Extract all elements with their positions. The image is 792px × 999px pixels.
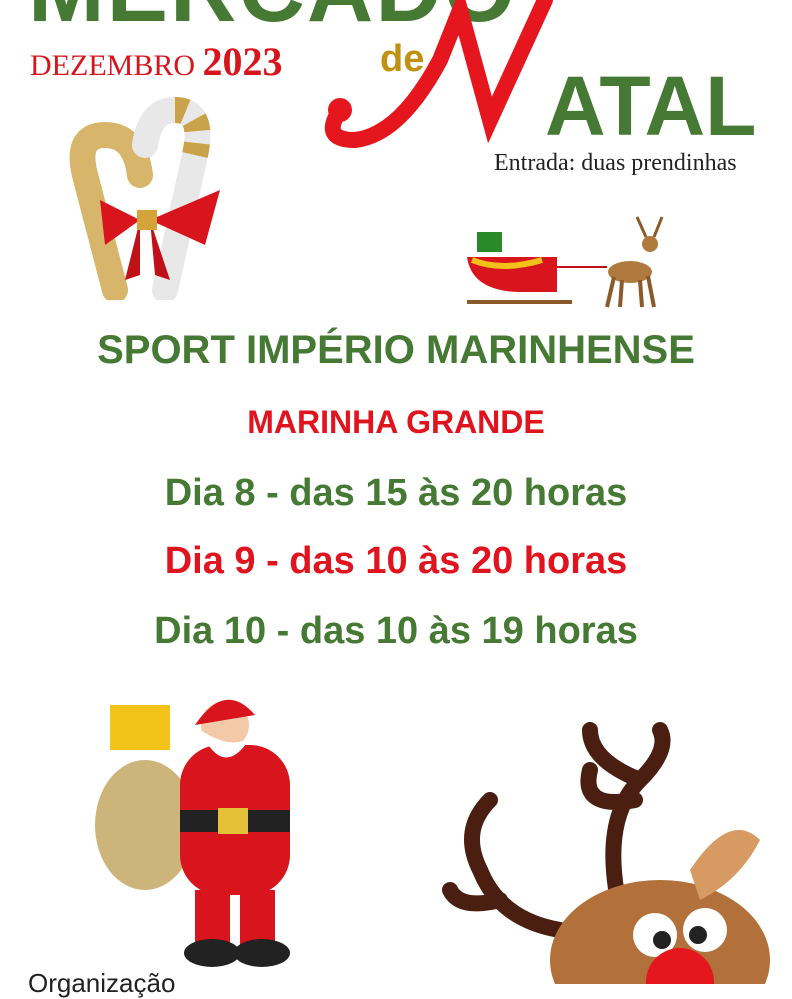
- script-n-icon: [324, 0, 553, 149]
- title-de: de: [380, 38, 425, 80]
- schedule-day-10: Dia 10 - das 10 às 19 horas: [154, 610, 638, 652]
- event-month: DEZEMBRO 2023: [30, 38, 283, 85]
- schedule-day-9: Dia 9 - das 10 às 20 horas: [164, 540, 628, 582]
- candy-cane-icon: [69, 96, 220, 300]
- month-text: DEZEMBRO: [30, 49, 195, 82]
- title-natal: ATAL: [545, 59, 757, 153]
- santa-claus-icon: [95, 699, 290, 967]
- sleigh-reindeer-icon: [467, 216, 664, 308]
- city-name: MARINHA GRANDE: [247, 404, 545, 440]
- year-text: 2023: [202, 39, 283, 84]
- title-mercado: MERCADO: [28, 0, 517, 43]
- schedule-day-8: Dia 8 - das 15 às 20 horas: [164, 472, 628, 514]
- reindeer-icon: [442, 722, 770, 984]
- venue-name: SPORT IMPÉRIO MARINHENSE: [97, 328, 695, 372]
- entrance-note: Entrada: duas prendinhas: [494, 150, 737, 176]
